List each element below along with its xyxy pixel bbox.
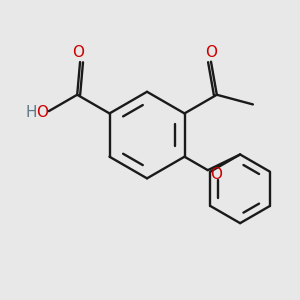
Text: H: H xyxy=(25,105,37,120)
Text: O: O xyxy=(205,45,217,60)
Text: O: O xyxy=(36,105,48,120)
Text: O: O xyxy=(210,167,222,182)
Text: O: O xyxy=(73,45,85,60)
